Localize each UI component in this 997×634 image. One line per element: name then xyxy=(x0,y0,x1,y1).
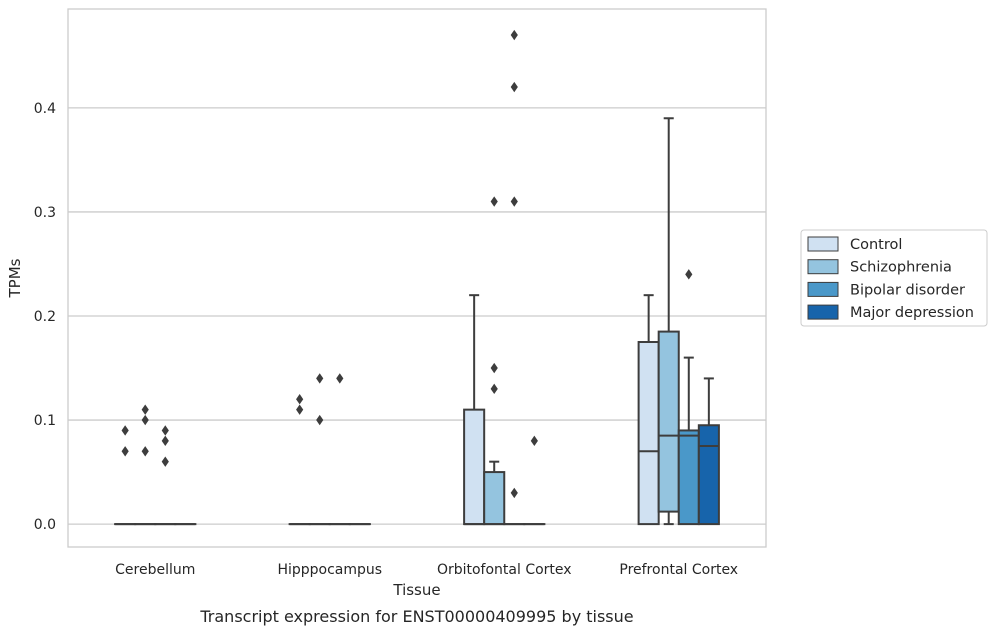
plot-area-frame xyxy=(67,8,767,548)
outlier-point xyxy=(161,456,169,467)
legend: Control Schizophrenia Bipolar disorder Majo… xyxy=(800,229,988,327)
legend-label: Schizophrenia xyxy=(850,260,952,276)
box-bipolar-disorder xyxy=(328,373,351,526)
x-tick-label: Hipppocampus xyxy=(277,562,382,578)
outlier-point xyxy=(161,435,169,447)
outlier-point xyxy=(141,404,149,415)
legend-swatch xyxy=(807,281,839,297)
outlier-point xyxy=(490,362,498,374)
outlier-point xyxy=(161,425,169,436)
box-control xyxy=(463,294,486,526)
outlier-point xyxy=(141,446,149,457)
boxes xyxy=(114,29,720,526)
y-tick-label: 0.2 xyxy=(34,309,56,325)
box-body xyxy=(657,330,680,513)
box-major-depression xyxy=(697,377,720,526)
legend-swatch xyxy=(807,236,839,252)
x-tick-labels: Cerebellum Hipppocampus Orbitofontal Corte… xyxy=(115,562,738,578)
outlier-point xyxy=(510,196,518,207)
outlier-point xyxy=(336,373,344,384)
box-schizophrenia xyxy=(657,117,680,526)
y-tick-label: 0.3 xyxy=(34,205,56,221)
box-schizophrenia xyxy=(308,373,331,526)
outlier-point xyxy=(316,414,324,426)
outlier-point xyxy=(121,446,129,457)
outlier-point xyxy=(510,81,518,93)
outlier-point xyxy=(530,435,538,447)
outlier-point xyxy=(296,404,304,415)
y-tick-label: 0.0 xyxy=(34,517,56,533)
box-schizophrenia xyxy=(483,196,506,526)
legend-label: Control xyxy=(850,237,902,253)
outlier-point xyxy=(490,383,498,395)
y-tick-label: 0.4 xyxy=(34,101,56,117)
y-tick-label: 0.1 xyxy=(34,413,56,429)
box-body xyxy=(677,429,700,526)
outlier-point xyxy=(490,196,498,207)
box-body xyxy=(463,408,486,526)
legend-label: Major depression xyxy=(850,305,974,321)
box-schizophrenia xyxy=(134,404,157,526)
x-axis-label: Tissue xyxy=(392,581,440,599)
box-major-depression xyxy=(523,435,546,526)
x-tick-label: Prefrontal Cortex xyxy=(619,562,738,578)
legend-label: Bipolar disorder xyxy=(850,282,965,298)
box-body xyxy=(697,424,720,526)
box-control xyxy=(114,425,137,526)
legend-swatch xyxy=(807,259,839,275)
outlier-point xyxy=(296,394,304,405)
x-tick-label: Orbitofontal Cortex xyxy=(437,562,572,578)
chart-caption: Transcript expression for ENST0000040999… xyxy=(199,607,633,626)
box-bipolar-disorder xyxy=(154,425,177,526)
outlier-point xyxy=(510,487,518,499)
outlier-point xyxy=(121,425,129,436)
x-tick-label: Cerebellum xyxy=(115,562,195,578)
box-bipolar-disorder xyxy=(503,29,526,526)
outlier-point xyxy=(510,29,518,41)
box-body xyxy=(637,340,660,526)
box-control xyxy=(288,394,311,526)
y-tick-labels: 0.0 0.1 0.2 0.3 0.4 xyxy=(34,101,56,533)
outlier-point xyxy=(316,373,324,384)
outlier-point xyxy=(141,414,149,426)
outlier-point xyxy=(685,269,693,280)
legend-swatch xyxy=(807,304,839,320)
box-control xyxy=(637,294,660,526)
box-bipolar-disorder xyxy=(677,269,700,526)
y-axis-label: TPMs xyxy=(6,258,24,298)
legend-frame xyxy=(800,229,988,327)
box-body xyxy=(483,471,506,526)
